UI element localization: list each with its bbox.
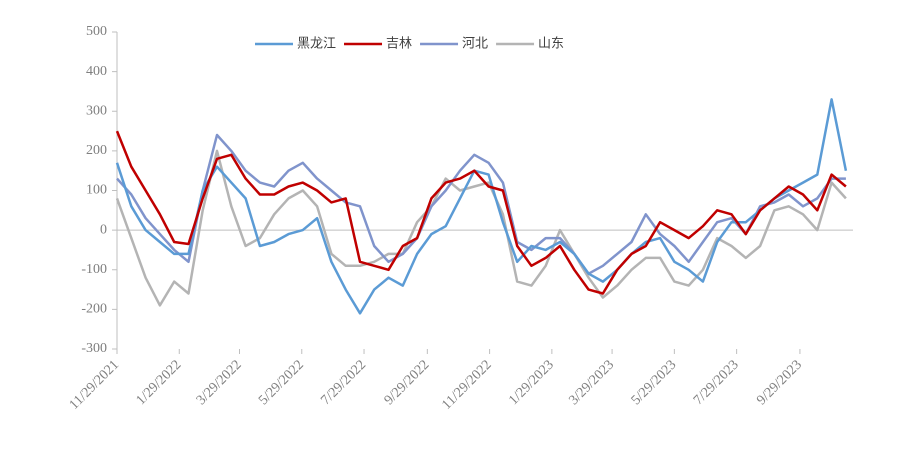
x-tick-label: 11/29/2021: [67, 357, 122, 412]
legend-label: 山东: [538, 37, 564, 52]
legend-label: 黑龙江: [297, 37, 336, 52]
x-tick-label: 7/29/2022: [318, 357, 369, 408]
line-series: [115, 149, 847, 307]
y-tick-label: 500: [86, 24, 107, 39]
x-tick-label: 5/29/2022: [256, 357, 307, 408]
x-tick-label: 1/29/2022: [134, 357, 185, 408]
line-series: [115, 98, 848, 315]
y-tick-label: -100: [81, 262, 107, 277]
x-tick-label: 9/29/2023: [754, 357, 805, 408]
y-tick-label: 300: [86, 103, 107, 118]
x-tick-label: 1/29/2023: [506, 357, 557, 408]
line-series: [115, 130, 847, 295]
x-tick-label: 3/29/2023: [566, 357, 617, 408]
y-tick-label: 200: [86, 143, 107, 158]
y-tick-label: 400: [86, 64, 107, 79]
legend-label: 河北: [462, 37, 488, 52]
x-tick-label: 9/29/2022: [382, 357, 433, 408]
y-tick-label: -200: [81, 302, 107, 317]
line-series: [116, 133, 846, 275]
y-tick-label: 100: [86, 183, 107, 198]
y-tick-label: 0: [100, 222, 107, 237]
x-tick-label: 11/29/2022: [439, 357, 494, 412]
y-tick-label: -300: [81, 341, 107, 356]
x-tick-label: 3/29/2022: [194, 357, 245, 408]
legend-label: 吉林: [386, 37, 412, 52]
x-tick-label: 7/29/2023: [691, 357, 742, 408]
x-tick-label: 5/29/2023: [629, 357, 680, 408]
